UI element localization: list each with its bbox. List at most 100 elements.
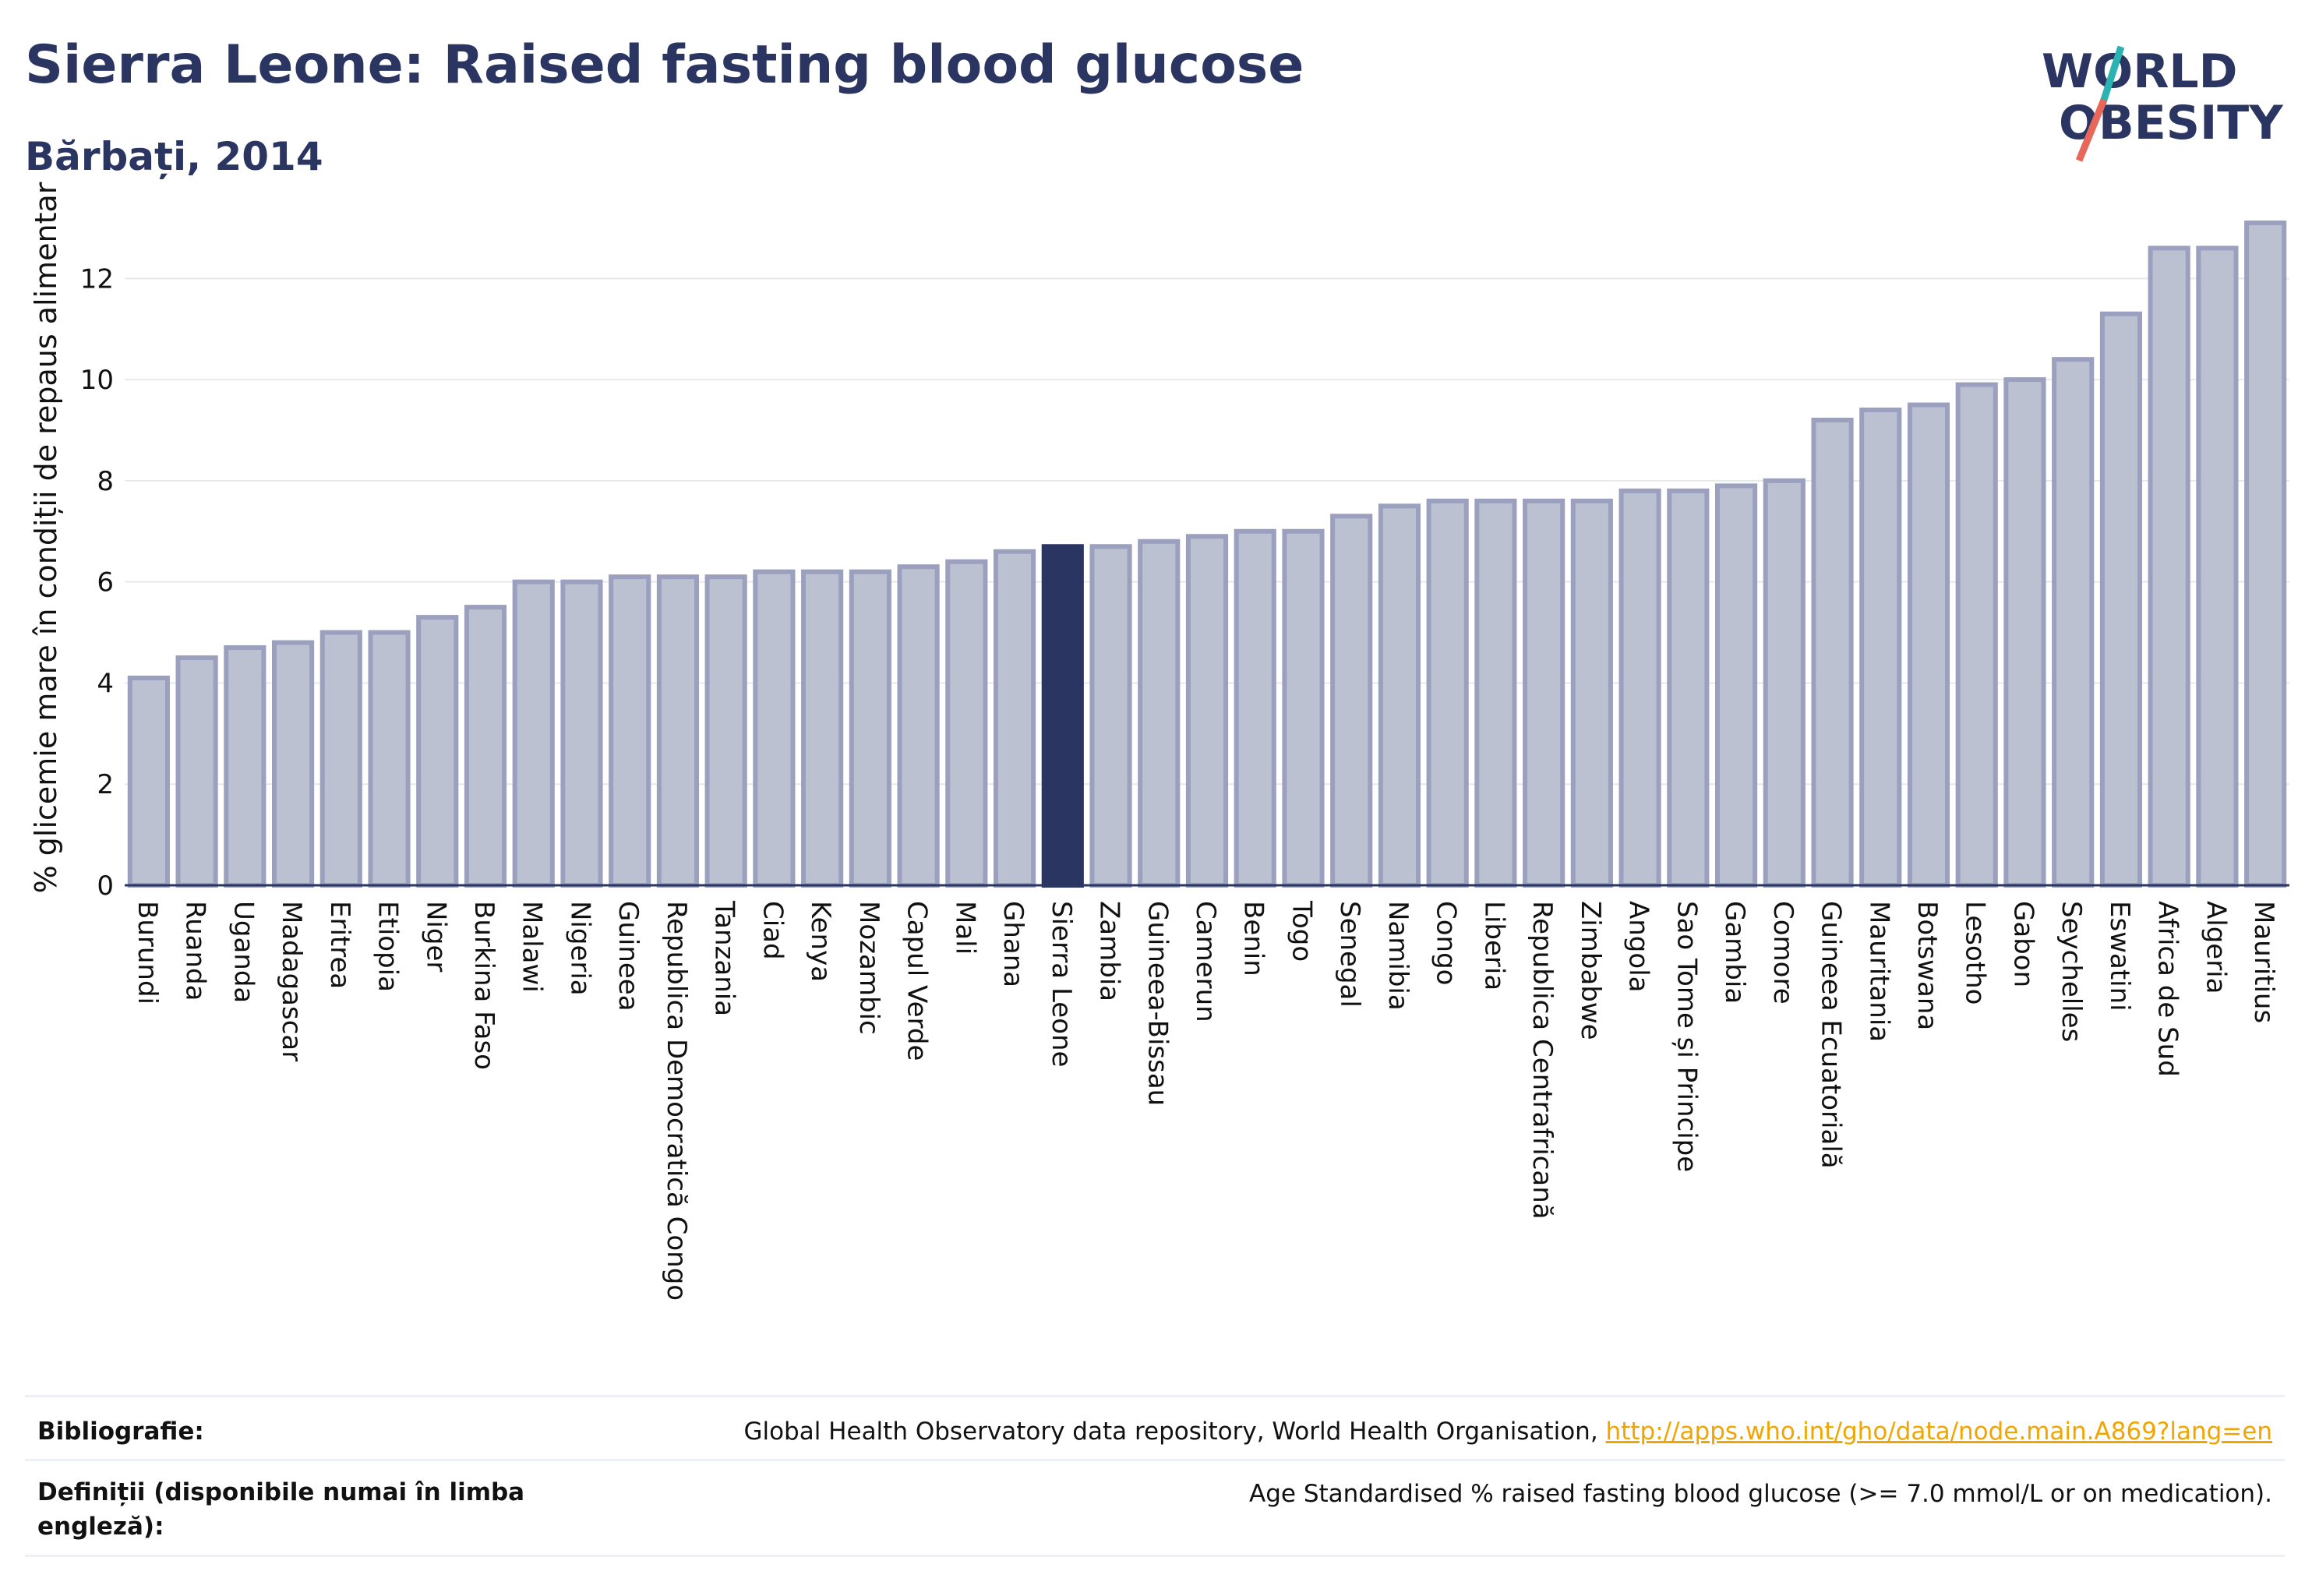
x-tick-label: Mauritius: [2248, 901, 2279, 1023]
y-tick-label: 12: [80, 263, 114, 295]
x-tick-label: Liberia: [1478, 901, 1509, 990]
bibliography-link[interactable]: http://apps.who.int/gho/data/node.main.A…: [1605, 1418, 2272, 1446]
x-tick-label: Camerun: [1190, 901, 1221, 1022]
bar: [2003, 377, 2046, 888]
logo-line-world: WORLD: [2042, 44, 2237, 99]
bibliography-text: Global Health Observatory data repositor…: [743, 1418, 1606, 1446]
bibliography-row: Bibliografie: Global Health Observatory …: [25, 1395, 2285, 1460]
x-tick-label: Lesotho: [1960, 901, 1991, 1005]
x-tick-label: Congo: [1431, 901, 1462, 985]
bar: [1618, 488, 1661, 888]
x-tick-label: Eritrea: [324, 901, 355, 989]
x-tick-labels: Burundi Ruanda Uganda Madagascar Eritrea Etio…: [132, 900, 2279, 1301]
bar: [1282, 528, 1325, 888]
y-tick-label: 10: [80, 365, 114, 396]
logo-slash-coral: [2075, 98, 2108, 162]
x-tick-label: Republica Democratică Congo: [661, 901, 692, 1301]
logo-slash-teal: [2099, 45, 2125, 106]
bar: [1089, 544, 1132, 888]
definitions-label: Definiții (disponibile numai în limba en…: [37, 1478, 525, 1541]
definitions-row: Definiții (disponibile numai în limba en…: [25, 1459, 2285, 1557]
bar: [1714, 483, 1758, 888]
x-tick-label: Angola: [1623, 901, 1654, 992]
x-tick-label: Togo: [1286, 900, 1317, 962]
bar: [512, 579, 555, 888]
x-tick-label: Guineea Ecuatorială: [1816, 901, 1847, 1169]
x-tick-label: Mozambic: [853, 901, 884, 1035]
bar: [897, 564, 940, 888]
x-tick-label: Kenya: [805, 901, 836, 982]
bar: [2196, 245, 2239, 888]
y-axis-label: % glicemie mare în condiții de repaus al…: [29, 182, 63, 893]
bar: [609, 574, 651, 888]
bar: [993, 549, 1036, 888]
bar: [1811, 418, 1854, 888]
footer: Bibliografie: Global Health Observatory …: [25, 1395, 2285, 1566]
bar: [560, 579, 603, 888]
x-tick-label: Etiopia: [372, 901, 404, 992]
x-tick-label: Botswana: [1911, 901, 1943, 1030]
bar: [1138, 538, 1181, 888]
x-tick-label: Guineea-Bissau: [1142, 901, 1173, 1106]
x-tick-label: Capul Verde: [902, 901, 933, 1061]
bar: [1378, 503, 1421, 888]
x-tick-label: Burundi: [132, 901, 163, 1005]
x-tick-label: Burkina Faso: [468, 901, 499, 1070]
x-tick-label: Ghana: [997, 901, 1029, 987]
bar: [2148, 245, 2190, 888]
y-tick-label: 4: [97, 668, 114, 699]
x-tick-label: Madagascar: [276, 901, 307, 1061]
bars: [127, 220, 2287, 888]
bar: [224, 645, 267, 888]
x-tick-label: Gambia: [1719, 901, 1750, 1004]
bar: [1955, 382, 1998, 888]
y-tick-label: 0: [97, 870, 114, 902]
x-tick-label: Benin: [1238, 901, 1269, 976]
x-tick-label: Mali: [949, 901, 980, 955]
bar: [656, 574, 700, 888]
x-tick-label: Zambia: [1094, 901, 1125, 1001]
x-tick-label: Niger: [420, 901, 451, 972]
x-tick-label: Tanzania: [709, 900, 740, 1016]
bar-chart: 0 2 4 6 8 10 12 Burundi Ruanda Uganda Madagascar E…: [29, 182, 2289, 1301]
bar: [945, 559, 988, 888]
bar: [704, 574, 747, 888]
bar: [801, 569, 844, 888]
bar: [1185, 534, 1229, 888]
x-tick-label: Algeria: [2200, 901, 2231, 994]
x-tick-label: Ruanda: [180, 901, 211, 1001]
x-tick-label: Namibia: [1382, 901, 1414, 1011]
y-tick-label: 8: [97, 466, 114, 497]
bar: [464, 605, 507, 888]
page-subtitle: Bărbați, 2014: [25, 134, 323, 179]
bibliography-label: Bibliografie:: [37, 1418, 204, 1446]
bar: [2244, 220, 2287, 888]
bar: [271, 640, 315, 888]
bar: [2052, 357, 2095, 888]
bar: [849, 569, 891, 888]
bar: [2099, 311, 2143, 888]
x-tick-label: Malawi: [517, 901, 548, 993]
bar: [1523, 498, 1565, 888]
x-tick-label: Seychelles: [2056, 901, 2087, 1042]
bar: [1763, 478, 1806, 888]
page-title: Sierra Leone: Raised fasting blood gluco…: [25, 34, 1304, 96]
world-obesity-logo: WORLD OBESITY: [2042, 44, 2284, 162]
x-tick-label: Eswatini: [2104, 901, 2135, 1012]
y-tick-label: 6: [97, 567, 114, 598]
bar: [127, 675, 170, 888]
bar-highlight: [1041, 544, 1084, 888]
x-tick-label: Nigeria: [564, 901, 595, 996]
bibliography-value: Global Health Observatory data repositor…: [743, 1418, 2272, 1446]
x-tick-label: Sao Tome și Principe: [1671, 901, 1702, 1172]
x-tick-label: Ciad: [757, 901, 788, 960]
bar: [416, 615, 459, 888]
bar: [175, 655, 218, 888]
x-tick-label: Comore: [1767, 901, 1798, 1005]
x-tick-label: Guineea: [612, 901, 644, 1012]
x-tick-label: Zimbabwe: [1575, 901, 1606, 1040]
y-tick-label: 2: [97, 769, 114, 800]
x-tick-label: Republica Centrafricană: [1527, 901, 1558, 1220]
y-tick-labels: 0 2 4 6 8 10 12: [80, 263, 114, 902]
bar: [1330, 514, 1373, 888]
